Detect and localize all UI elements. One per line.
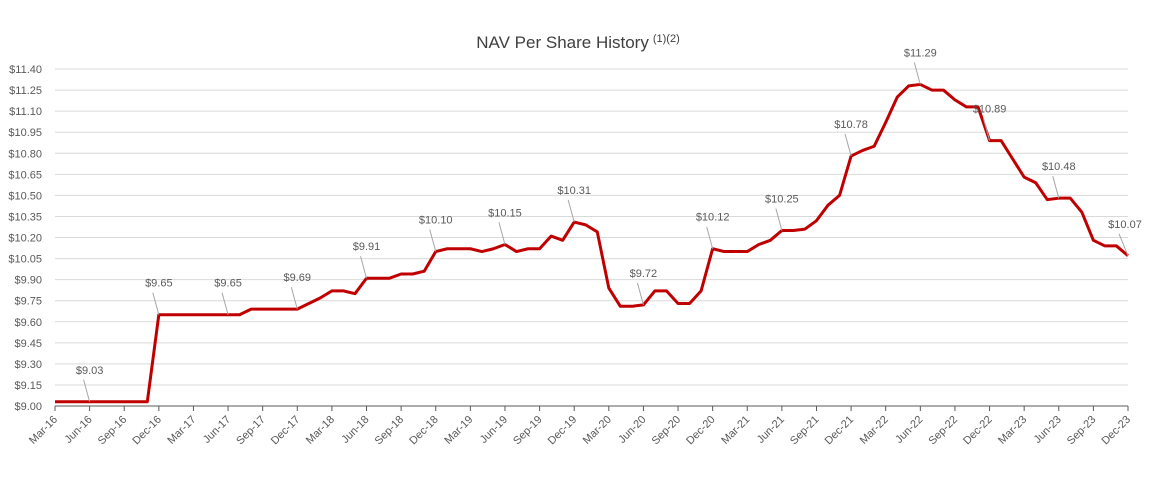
x-tick-label: Jun-21 — [755, 414, 787, 446]
data-label: $9.65 — [214, 278, 242, 290]
data-label: $10.48 — [1042, 161, 1076, 173]
y-tick-label: $10.20 — [8, 233, 42, 245]
x-tick-label: Sep-21 — [788, 414, 822, 448]
x-tick-label: Dec-16 — [130, 414, 164, 448]
label-leader — [221, 292, 229, 315]
x-tick-label: Dec-20 — [684, 414, 718, 448]
data-label: $10.15 — [488, 208, 522, 220]
data-label: $10.10 — [419, 215, 453, 227]
y-tick-label: $11.25 — [9, 85, 42, 97]
x-tick-label: Dec-22 — [961, 414, 995, 448]
y-tick-label: $9.45 — [14, 338, 42, 350]
x-tick-label: Mar-16 — [27, 414, 60, 447]
x-tick-label: Jun-22 — [893, 414, 925, 446]
data-label: $10.25 — [765, 193, 799, 205]
label-leader — [983, 118, 991, 141]
x-tick-label: Sep-16 — [96, 414, 130, 448]
data-label: $9.91 — [353, 241, 381, 253]
label-leader — [567, 199, 575, 223]
label-leader — [775, 208, 783, 231]
x-tick-label: Sep-23 — [1065, 414, 1099, 448]
x-tick-label: Sep-17 — [234, 414, 268, 448]
data-label: $10.78 — [834, 119, 868, 131]
x-tick-label: Dec-17 — [269, 414, 303, 448]
data-label: $9.65 — [145, 278, 173, 290]
x-tick-label: Mar-18 — [304, 414, 337, 447]
label-leader — [152, 292, 160, 315]
chart-title: NAV Per Share History (1)(2) — [476, 33, 679, 52]
x-tick-label: Jun-16 — [62, 414, 94, 446]
nav-line — [55, 82, 1129, 404]
label-leader — [429, 229, 437, 252]
x-tick-label: Sep-20 — [650, 414, 684, 448]
label-leader — [498, 222, 506, 245]
data-label: $9.72 — [630, 268, 658, 280]
x-tick-label: Mar-17 — [165, 414, 198, 447]
label-leader — [360, 256, 367, 279]
x-tick-label: Mar-21 — [719, 414, 752, 447]
x-tick-label: Dec-19 — [546, 414, 580, 448]
y-tick-label: $9.30 — [14, 359, 42, 371]
x-tick-label: Sep-19 — [511, 414, 545, 448]
y-tick-label: $10.35 — [8, 211, 42, 223]
data-label: $9.69 — [284, 272, 312, 284]
label-leader — [290, 286, 298, 310]
y-tick-label: $9.90 — [14, 275, 42, 287]
x-tick-label: Jun-17 — [201, 414, 233, 446]
y-tick-label: $9.75 — [14, 296, 42, 308]
y-tick-label: $9.15 — [14, 380, 42, 392]
label-leader — [913, 62, 921, 85]
label-leader — [844, 133, 852, 157]
x-tick-label: Mar-23 — [996, 414, 1029, 447]
y-tick-label: $10.50 — [8, 190, 42, 202]
y-tick-label: $10.80 — [8, 148, 42, 160]
label-leader — [1118, 233, 1129, 256]
y-tick-label: $10.05 — [8, 254, 42, 266]
label-leader — [83, 379, 91, 402]
x-tick-label: Mar-20 — [581, 414, 614, 447]
label-leader — [636, 282, 644, 306]
title-superscript: (1)(2) — [653, 33, 680, 45]
data-label: $9.03 — [76, 365, 104, 377]
x-tick-label: Jun-23 — [1032, 414, 1064, 446]
x-tick-label: Dec-18 — [407, 414, 441, 448]
x-tick-label: Mar-19 — [442, 414, 475, 447]
label-leader — [1052, 176, 1060, 199]
x-tick-label: Sep-22 — [926, 414, 960, 448]
x-tick-label: Sep-18 — [373, 414, 407, 448]
data-label: $10.31 — [557, 185, 591, 197]
y-tick-label: $10.65 — [8, 169, 42, 181]
label-leader — [706, 226, 714, 249]
x-tick-label: Jun-20 — [616, 414, 648, 446]
data-label: $10.07 — [1108, 219, 1142, 231]
x-tick-label: Dec-23 — [1100, 414, 1134, 448]
x-tick-label: Dec-21 — [823, 414, 857, 448]
title-main: NAV Per Share History — [476, 33, 649, 52]
y-tick-label: $11.40 — [9, 64, 42, 76]
data-label: $10.12 — [696, 212, 730, 224]
y-tick-label: $10.95 — [8, 127, 42, 139]
y-tick-label: $9.60 — [14, 317, 42, 329]
y-tick-label: $9.00 — [14, 401, 42, 413]
x-tick-label: Jun-18 — [339, 414, 371, 446]
data-label: $11.29 — [904, 47, 937, 59]
y-tick-label: $11.10 — [9, 106, 42, 118]
x-tick-label: Jun-19 — [478, 414, 510, 446]
data-label: $10.89 — [973, 104, 1007, 116]
x-tick-label: Mar-22 — [858, 414, 891, 447]
